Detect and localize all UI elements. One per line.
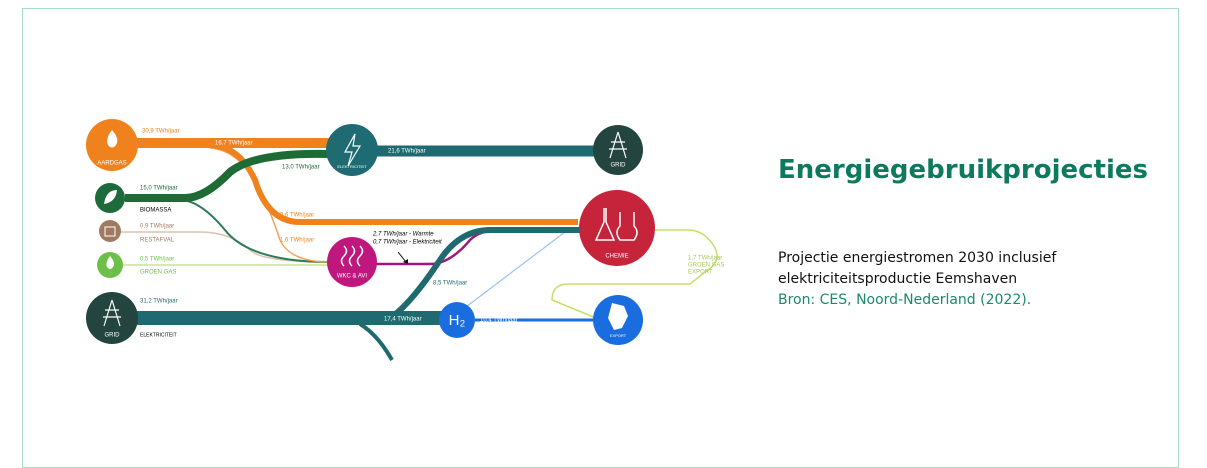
- flow-biomassa: [125, 149, 331, 202]
- flow-label: 0,7 TWh/jaar - Elektriciteit: [373, 240, 442, 246]
- flame-icon: [107, 130, 118, 148]
- flow-label: 0,5 TWh/jaar: [140, 257, 174, 263]
- nodes: [86, 119, 655, 345]
- flow-aardgas-chemie: [214, 143, 578, 225]
- flow-label: 1,7 TWh/jaar: [688, 256, 722, 262]
- flow-label: 8,5 TWh/jaar: [433, 281, 467, 287]
- bolt-icon: [343, 133, 362, 167]
- node-label: RESTAFVAL: [140, 238, 175, 244]
- flow-label: 13,0 TWh/jaar: [282, 165, 320, 171]
- flow-label: 15,0 TWh/jaar: [140, 186, 178, 192]
- flame-icon: [106, 256, 114, 269]
- flow-h2-chemie: [461, 231, 566, 311]
- flow-groen-gas-export: [551, 229, 718, 319]
- flow-label: 21,6 TWh/jaar: [388, 149, 426, 155]
- node-label: GRID: [611, 163, 627, 169]
- node-label: GROEN GAS: [140, 270, 176, 276]
- flow-label: 2,7 TWh/jaar - Warmte: [372, 232, 434, 238]
- bin-icon: [104, 226, 116, 237]
- node-h2: [439, 302, 475, 338]
- flow-label: 9,6 TWh/jaar: [280, 213, 314, 219]
- node-grid-top: [593, 125, 643, 175]
- node-chemie: [579, 190, 655, 266]
- energy-diagram: AARDGAS ELEKTRICITEIT GRID BIOMASSA REST…: [86, 119, 724, 361]
- flow-biomassa-wkc: [120, 199, 331, 263]
- node-label: AARDGAS: [97, 161, 126, 167]
- flow-label: 31,2 TWh/jaar: [140, 299, 178, 305]
- node-restafval: [99, 220, 121, 242]
- node-elektriciteit: [326, 124, 378, 176]
- node-label: GRID: [105, 333, 121, 339]
- node-wkc: [327, 237, 377, 287]
- node-label: EXPORT: [610, 333, 627, 338]
- flow-label: 1,6 TWh/jaar: [280, 238, 314, 244]
- article-source: Bron: CES, Noord-Nederland (2022).: [778, 292, 1032, 308]
- article-title: Energiegebruikprojecties: [778, 155, 1148, 185]
- flow-label: 17,4 TWh/jaar: [384, 317, 422, 323]
- node-label: WKC & AVI: [337, 274, 368, 280]
- article: Energiegebruikprojecties Projectie energ…: [778, 150, 1148, 311]
- flow-label: 30,9 TWh/jaar: [142, 129, 180, 135]
- article-description: Projectie energiestromen 2030 inclusief …: [778, 250, 1057, 287]
- heat-icon: [340, 245, 364, 267]
- pylon-icon: [609, 131, 627, 159]
- node-label: EXPORT: [688, 270, 713, 276]
- flow-label: 0,9 TWh/jaar: [140, 224, 174, 230]
- node-label: ELEKTRICITEIT: [140, 332, 177, 338]
- arrow: [397, 251, 407, 263]
- flow-grid-down: [358, 322, 394, 361]
- node-label: H₂: [449, 312, 466, 329]
- map-icon: [608, 303, 628, 330]
- flask-icon: [594, 208, 638, 241]
- flow-grid-chemie: [388, 227, 580, 321]
- node-grid-bottom: [86, 292, 138, 344]
- pylon-icon: [103, 299, 121, 327]
- node-label: ELEKTRICITEIT: [337, 164, 367, 169]
- arrow-head: [403, 259, 408, 264]
- flow-label: 16,7 TWh/jaar: [215, 141, 253, 147]
- flows: [120, 138, 718, 361]
- leaf-icon: [104, 190, 117, 204]
- page: {"article": {"title": "Energiegebruikpro…: [22, 8, 1179, 468]
- node-label: BIOMASSA: [140, 208, 171, 214]
- node-label: CHEMIE: [605, 254, 628, 260]
- node-label: GROEN GAS: [688, 263, 724, 269]
- flow-label: 10,4 TWh/jaar: [480, 318, 518, 324]
- labels: AARDGAS ELEKTRICITEIT GRID BIOMASSA REST…: [97, 129, 724, 339]
